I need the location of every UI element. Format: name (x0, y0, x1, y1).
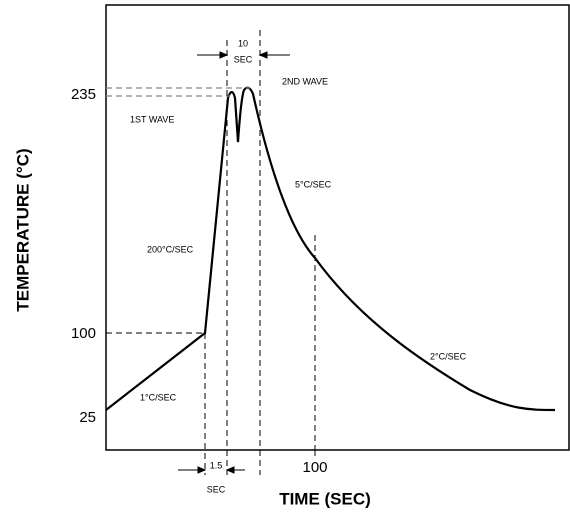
annotation: 200°C/SEC (147, 244, 194, 254)
span-arrows (178, 51, 316, 474)
annotation: 1ST WAVE (130, 114, 174, 124)
annotation: 2°C/SEC (430, 351, 467, 361)
annotation: 10 (238, 38, 248, 48)
x-tick-label: 100 (302, 459, 327, 476)
y-axis-title: TEMPERATURE (°C) (13, 148, 32, 311)
annotation: 1.5 (210, 460, 223, 470)
temperature-curve (105, 86, 556, 412)
annotation: SEC (207, 484, 226, 494)
annotation: SEC (234, 54, 253, 64)
y-tick-label: 235 (71, 86, 96, 103)
x-axis-title: TIME (SEC) (279, 489, 371, 508)
annotation: 2ND WAVE (282, 76, 328, 86)
y-tick-label: 100 (71, 325, 96, 342)
annotation: 5°C/SEC (295, 179, 332, 189)
plot-frame (105, 4, 570, 451)
y-tick-label: 25 (79, 409, 96, 426)
annotation: 1°C/SEC (140, 392, 177, 402)
